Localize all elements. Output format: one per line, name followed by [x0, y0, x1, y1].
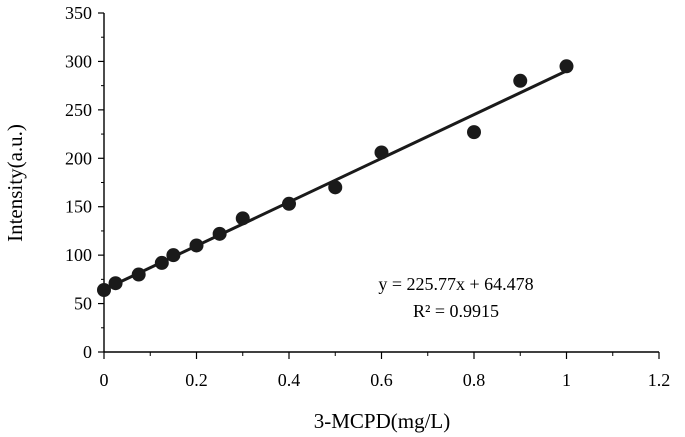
y-tick-label: 350: [65, 3, 92, 23]
tick-marks: [98, 12, 660, 359]
data-point: [97, 283, 111, 298]
y-tick-label: 200: [65, 148, 92, 168]
data-point: [374, 145, 389, 160]
data-point: [166, 248, 181, 263]
y-tick-label: 100: [65, 245, 92, 265]
x-tick-label: 0: [100, 370, 109, 390]
y-tick-label: 150: [65, 197, 92, 217]
data-point: [282, 196, 296, 211]
y-tick-label: 300: [65, 51, 92, 71]
x-axis-title: 3-MCPD(mg/L): [314, 409, 451, 433]
data-point: [189, 238, 204, 253]
data-point: [131, 267, 146, 282]
data-point: [559, 59, 574, 74]
y-axis-title: Intensity(a.u.): [3, 124, 27, 242]
equation-label: y = 225.77x + 64.478: [378, 274, 533, 294]
tick-labels: 0 50 100 150 200 250 300 350 0 0.2 0.4 0.6 0.8 1 1.2: [65, 3, 670, 390]
data-points: [97, 59, 574, 298]
x-tick-label: 1.2: [648, 370, 671, 390]
y-tick-label: 50: [74, 294, 92, 314]
x-tick-label: 0.6: [370, 370, 393, 390]
x-tick-label: 0.8: [463, 370, 486, 390]
data-point: [154, 255, 169, 270]
x-tick-label: 0.2: [185, 370, 208, 390]
r-squared-label: R² = 0.9915: [413, 301, 499, 321]
trendline: [103, 69, 568, 291]
axes: [103, 13, 659, 353]
x-tick-label: 1: [562, 370, 571, 390]
data-point: [328, 180, 343, 195]
x-tick-label: 0.4: [278, 370, 301, 390]
data-point: [513, 73, 528, 88]
data-point: [212, 226, 227, 241]
data-point: [467, 125, 481, 140]
y-tick-label: 0: [83, 342, 92, 362]
data-point: [235, 211, 250, 226]
data-point: [108, 276, 123, 291]
y-tick-label: 250: [65, 100, 92, 120]
